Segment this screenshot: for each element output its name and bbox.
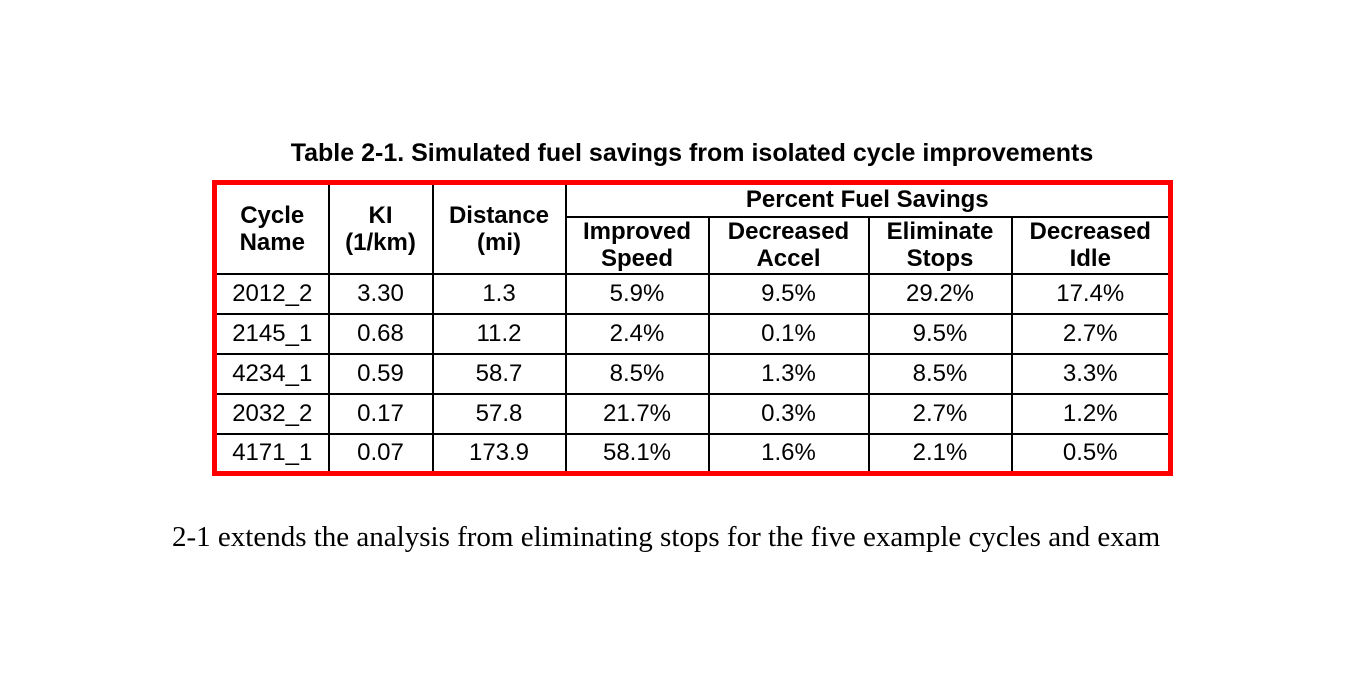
col-header-group-percent-fuel-savings: Percent Fuel Savings bbox=[564, 181, 1172, 218]
cell-eliminate-stops: 29.2% bbox=[867, 272, 1013, 315]
cell-eliminate-stops: 8.5% bbox=[867, 352, 1013, 395]
cell-cycle-name: 4171_1 bbox=[213, 432, 330, 475]
header-row-top: Cycle Name KI (1/km) Distance (mi) Perce… bbox=[213, 181, 1172, 275]
cell-distance: 58.7 bbox=[431, 352, 567, 395]
col-header-ki: KI (1/km) bbox=[327, 181, 434, 275]
fuel-savings-table: Cycle Name KI (1/km) Distance (mi) Perce… bbox=[212, 180, 1174, 476]
cell-ki: 0.59 bbox=[327, 352, 434, 395]
cell-ki: 0.07 bbox=[327, 432, 434, 475]
cell-distance: 1.3 bbox=[431, 272, 567, 315]
cell-eliminate-stops: 2.1% bbox=[867, 432, 1013, 475]
cell-cycle-name: 2012_2 bbox=[213, 272, 330, 315]
cell-distance: 11.2 bbox=[431, 312, 567, 355]
cell-distance: 173.9 bbox=[431, 432, 567, 475]
cell-decreased-accel: 1.3% bbox=[707, 352, 870, 395]
cell-decreased-idle: 1.2% bbox=[1010, 392, 1172, 435]
cell-ki: 0.17 bbox=[327, 392, 434, 435]
cell-eliminate-stops: 2.7% bbox=[867, 392, 1013, 435]
cell-decreased-idle: 2.7% bbox=[1010, 312, 1172, 355]
cell-decreased-accel: 0.1% bbox=[707, 312, 870, 355]
cell-decreased-idle: 3.3% bbox=[1010, 352, 1172, 395]
cell-decreased-accel: 1.6% bbox=[707, 432, 870, 475]
cell-improved-speed: 58.1% bbox=[564, 432, 710, 475]
cell-cycle-name: 2145_1 bbox=[213, 312, 330, 355]
table-title: Table 2-1. Simulated fuel savings from i… bbox=[290, 139, 1094, 167]
cell-ki: 3.30 bbox=[327, 272, 434, 315]
cell-improved-speed: 5.9% bbox=[564, 272, 710, 315]
col-header-decreased-accel: Decreased Accel bbox=[707, 215, 870, 275]
cell-eliminate-stops: 9.5% bbox=[867, 312, 1013, 355]
col-header-cycle-name: Cycle Name bbox=[213, 181, 330, 275]
cell-improved-speed: 21.7% bbox=[564, 392, 710, 435]
table-row: 2032_2 0.17 57.8 21.7% 0.3% 2.7% 1.2% bbox=[213, 392, 1172, 435]
cell-improved-speed: 8.5% bbox=[564, 352, 710, 395]
cell-ki: 0.68 bbox=[327, 312, 434, 355]
cell-cycle-name: 4234_1 bbox=[213, 352, 330, 395]
cell-improved-speed: 2.4% bbox=[564, 312, 710, 355]
col-header-improved-speed: Improved Speed bbox=[564, 215, 710, 275]
cell-decreased-accel: 0.3% bbox=[707, 392, 870, 435]
table-row: 2012_2 3.30 1.3 5.9% 9.5% 29.2% 17.4% bbox=[213, 272, 1172, 315]
col-header-eliminate-stops: Eliminate Stops bbox=[867, 215, 1013, 275]
col-header-distance: Distance (mi) bbox=[431, 181, 567, 275]
body-text: 2-1 extends the analysis from eliminatin… bbox=[172, 521, 1161, 553]
col-header-decreased-idle: Decreased Idle bbox=[1010, 215, 1172, 275]
table-row: 4171_1 0.07 173.9 58.1% 1.6% 2.1% 0.5% bbox=[213, 432, 1172, 475]
table-row: 4234_1 0.59 58.7 8.5% 1.3% 8.5% 3.3% bbox=[213, 352, 1172, 395]
cell-distance: 57.8 bbox=[431, 392, 567, 435]
cell-decreased-accel: 9.5% bbox=[707, 272, 870, 315]
header-row-sub: Improved Speed Decreased Accel Eliminate… bbox=[215, 215, 1172, 275]
table-row: 2145_1 0.68 11.2 2.4% 0.1% 9.5% 2.7% bbox=[213, 312, 1172, 355]
cell-decreased-idle: 0.5% bbox=[1010, 432, 1172, 475]
cell-cycle-name: 2032_2 bbox=[213, 392, 330, 435]
cell-decreased-idle: 17.4% bbox=[1010, 272, 1172, 315]
